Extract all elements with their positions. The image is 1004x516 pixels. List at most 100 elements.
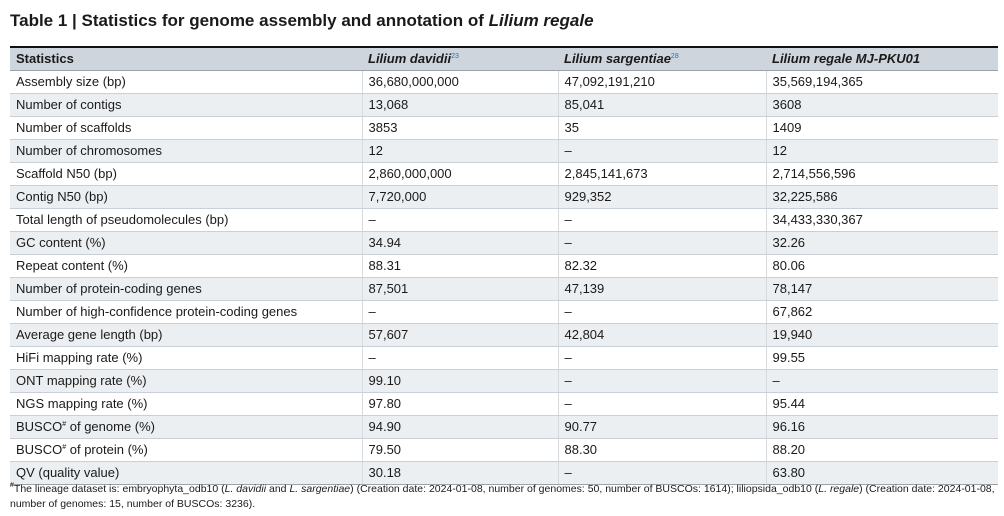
cell-value: 19,940	[765, 323, 998, 347]
header-lilium-sargentiae: Lilium sargentiae28	[558, 46, 766, 71]
cell-value: 88.20	[765, 438, 998, 462]
cell-value: 929,352	[557, 185, 766, 209]
cell-value: 47,092,191,210	[557, 70, 766, 94]
cell-value: –	[557, 369, 766, 393]
header-lilium-regale: Lilium regale MJ-PKU01	[766, 46, 998, 71]
table-row: Assembly size (bp) 36,680,000,000 47,092,1…	[10, 70, 998, 94]
cell-value: 35,569,194,365	[765, 70, 998, 94]
cell-value: 90.77	[557, 415, 766, 439]
cell-value: 87,501	[361, 277, 558, 301]
cell-value: 34,433,330,367	[765, 208, 998, 232]
cell-value: 80.06	[765, 254, 998, 278]
cell-value: 94.90	[361, 415, 558, 439]
table-title: Table 1 | Statistics for genome assembly…	[10, 11, 594, 31]
row-label: Contig N50 (bp)	[10, 185, 362, 209]
header-statistics: Statistics	[10, 46, 362, 71]
ref-link[interactable]: 23	[451, 53, 459, 60]
cell-value: 13,068	[361, 93, 558, 117]
cell-value: 12	[361, 139, 558, 163]
cell-value: 1409	[765, 116, 998, 140]
cell-value: 47,139	[557, 277, 766, 301]
cell-value: 96.16	[765, 415, 998, 439]
cell-value: 57,607	[361, 323, 558, 347]
cell-value: 99.55	[765, 346, 998, 370]
table-row: Number of contigs 13,068 85,041 3608	[10, 93, 998, 117]
cell-value: 63.80	[765, 461, 998, 485]
table-row: Total length of pseudomolecules (bp) – –34…	[10, 208, 998, 232]
table-row: Number of chromosomes 12–12	[10, 139, 998, 163]
cell-value: 67,862	[765, 300, 998, 324]
table-row: BUSCO# of genome (%) 94.90 90.77 96.16	[10, 415, 998, 439]
cell-value: 2,845,141,673	[557, 162, 766, 186]
cell-value: –	[557, 231, 766, 255]
row-label: GC content (%)	[10, 231, 362, 255]
cell-value: 32,225,586	[765, 185, 998, 209]
cell-value: 3853	[361, 116, 558, 140]
cell-value: 78,147	[765, 277, 998, 301]
cell-value: 88.31	[361, 254, 558, 278]
table-row: BUSCO# of protein (%) 79.50 88.30 88.20	[10, 438, 998, 462]
table-row: Contig N50 (bp) 7,720,000 929,352 32,225,58…	[10, 185, 998, 209]
header-lilium-davidii: Lilium davidii23	[362, 46, 558, 71]
row-label: Number of chromosomes	[10, 139, 362, 163]
footnote: #The lineage dataset is: embryophyta_odb…	[10, 482, 995, 510]
table-row: Average gene length (bp) 57,607 42,804 19,9…	[10, 323, 998, 347]
row-label: QV (quality value)	[10, 461, 362, 485]
table-row: Number of high-confidence protein-coding…	[10, 300, 998, 324]
cell-value: 88.30	[557, 438, 766, 462]
statistics-table: Statistics Lilium davidii23 Lilium sarge…	[10, 46, 998, 485]
table-row: ONT mapping rate (%) 99.10– –	[10, 369, 998, 393]
cell-value: –	[361, 346, 558, 370]
table-title-species: Lilium regale	[488, 11, 594, 30]
row-label: ONT mapping rate (%)	[10, 369, 362, 393]
table-row: GC content (%) 34.94–32.26	[10, 231, 998, 255]
cell-value: 36,680,000,000	[361, 70, 558, 94]
cell-value: –	[557, 461, 766, 485]
cell-value: –	[765, 369, 998, 393]
table-row: Scaffold N50 (bp) 2,860,000,000 2,845,141,…	[10, 162, 998, 186]
row-label: HiFi mapping rate (%)	[10, 346, 362, 370]
cell-value: 35	[557, 116, 766, 140]
row-label: Number of high-confidence protein-coding…	[10, 300, 362, 324]
cell-value: 12	[765, 139, 998, 163]
table-row: Repeat content (%) 88.31 82.32 80.06	[10, 254, 998, 278]
row-label: Assembly size (bp)	[10, 70, 362, 94]
row-label: Total length of pseudomolecules (bp)	[10, 208, 362, 232]
cell-value: 2,860,000,000	[361, 162, 558, 186]
cell-value: 7,720,000	[361, 185, 558, 209]
table-header-row: Statistics Lilium davidii23 Lilium sarge…	[10, 46, 998, 71]
ref-link[interactable]: 28	[670, 53, 679, 60]
cell-value: 3608	[765, 93, 998, 117]
cell-value: –	[361, 208, 558, 232]
cell-value: 95.44	[765, 392, 998, 416]
row-label: BUSCO# of genome (%)	[10, 415, 362, 439]
table-title-prefix: Table 1 | Statistics for genome assembly…	[10, 11, 489, 30]
row-label: BUSCO# of protein (%)	[10, 438, 362, 462]
table-row: Number of protein-coding genes 87,501 47,1…	[10, 277, 998, 301]
cell-value: 42,804	[557, 323, 766, 347]
cell-value: 79.50	[361, 438, 558, 462]
cell-value: –	[557, 300, 766, 324]
cell-value: 32.26	[765, 231, 998, 255]
footnote-mark: #	[10, 482, 14, 489]
cell-value: 97.80	[361, 392, 558, 416]
cell-value: –	[557, 208, 766, 232]
cell-value: 30.18	[361, 461, 558, 485]
cell-value: 2,714,556,596	[765, 162, 998, 186]
cell-value: –	[557, 392, 766, 416]
cell-value: 99.10	[361, 369, 558, 393]
cell-value: –	[557, 346, 766, 370]
row-label: Repeat content (%)	[10, 254, 362, 278]
cell-value: 85,041	[557, 93, 766, 117]
table-row: QV (quality value) 30.18–63.80	[10, 461, 998, 485]
cell-value: 34.94	[361, 231, 558, 255]
row-label: Average gene length (bp)	[10, 323, 362, 347]
row-label: NGS mapping rate (%)	[10, 392, 362, 416]
cell-value: –	[361, 300, 558, 324]
cell-value: 82.32	[557, 254, 766, 278]
table-row: HiFi mapping rate (%) – –99.55	[10, 346, 998, 370]
row-label: Number of protein-coding genes	[10, 277, 362, 301]
row-label: Scaffold N50 (bp)	[10, 162, 362, 186]
cell-value: –	[557, 139, 766, 163]
table-row: NGS mapping rate (%) 97.80–95.44	[10, 392, 998, 416]
